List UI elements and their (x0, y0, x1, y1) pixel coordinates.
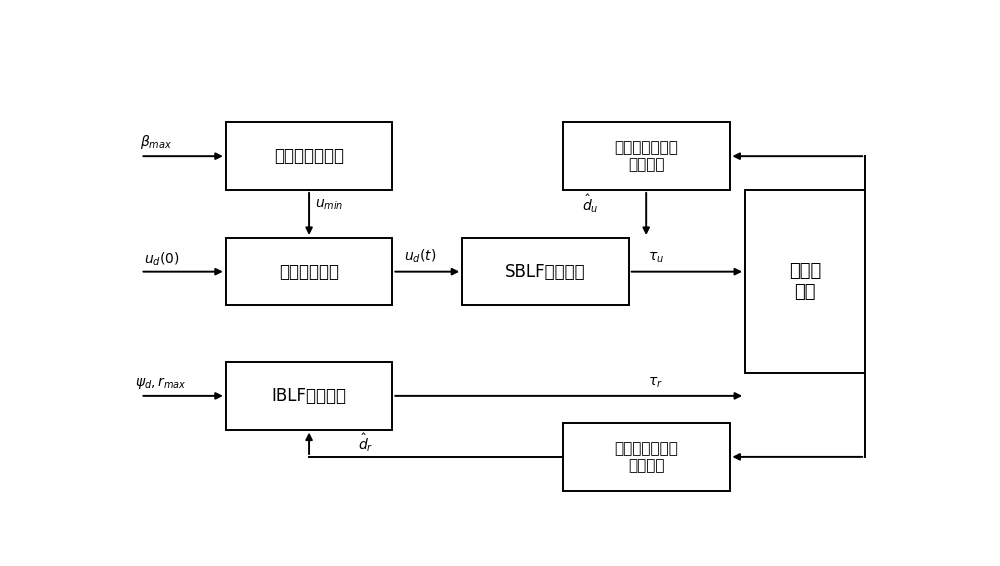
Bar (745, 190, 865, 373)
Text: $\beta_{max}$: $\beta_{max}$ (140, 132, 173, 151)
Text: $\tau_r$: $\tau_r$ (648, 375, 663, 389)
Bar (462, 238, 629, 306)
Text: 纵向二阶滑模干
扰观测器: 纵向二阶滑模干 扰观测器 (614, 140, 678, 173)
Text: 气垫船
模型: 气垫船 模型 (789, 262, 821, 301)
Bar (226, 238, 392, 306)
Bar (226, 122, 392, 190)
Text: $\hat{d}_r$: $\hat{d}_r$ (358, 431, 373, 453)
Text: SBLF航速控制: SBLF航速控制 (505, 263, 586, 281)
Text: $\tau_u$: $\tau_u$ (648, 251, 664, 265)
Text: IBLF回转控制: IBLF回转控制 (272, 387, 347, 405)
Bar (226, 362, 392, 430)
Text: 回转二阶滑模干
扰观测器: 回转二阶滑模干 扰观测器 (614, 441, 678, 473)
Bar (563, 423, 730, 491)
Text: 纵向速度规划: 纵向速度规划 (279, 263, 339, 281)
Text: $\psi_d, r_{max}$: $\psi_d, r_{max}$ (135, 375, 187, 391)
Text: $u_{min}$: $u_{min}$ (315, 198, 343, 212)
Text: $\hat{d}_u$: $\hat{d}_u$ (582, 192, 599, 215)
Text: 转化为速度约束: 转化为速度约束 (274, 147, 344, 165)
Text: $u_d(0)$: $u_d(0)$ (144, 250, 180, 268)
Text: $u_d(t)$: $u_d(t)$ (404, 247, 436, 265)
Bar (563, 122, 730, 190)
